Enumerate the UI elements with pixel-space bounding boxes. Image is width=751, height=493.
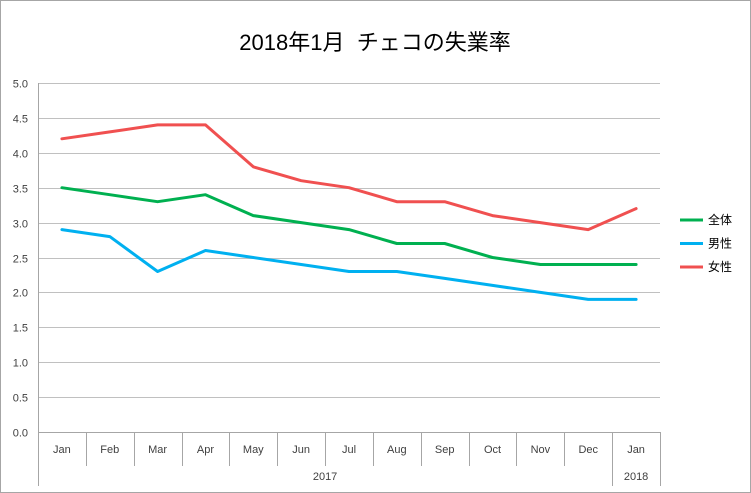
x-tick-label: Jan — [627, 444, 645, 456]
x-tick-label: Jul — [342, 444, 356, 456]
x-tick-label: Nov — [531, 444, 551, 456]
y-tick-label: 3.5 — [13, 184, 28, 196]
group-label: 2018 — [624, 471, 648, 483]
chart-title: 2018年1月 チェコの失業率 — [239, 30, 510, 55]
y-tick-label: 4.0 — [13, 149, 28, 161]
x-tick-label: Aug — [387, 444, 407, 456]
x-tick-label: May — [243, 444, 264, 456]
y-tick-label: 2.0 — [13, 288, 28, 300]
legend-label: 女性 — [708, 259, 732, 274]
x-tick-label: Sep — [435, 444, 455, 456]
y-tick-label: 1.0 — [13, 358, 28, 370]
y-axis-labels: 0.0 0.5 1.0 1.5 2.0 2.5 3.0 3.5 4.0 4.5 5.0 — [13, 79, 28, 440]
legend-label: 男性 — [708, 237, 732, 251]
y-tick-label: 1.5 — [13, 323, 28, 335]
legend-item: 女性 — [680, 259, 732, 274]
x-tick-label: Dec — [578, 444, 598, 456]
y-tick-label: 0.0 — [13, 428, 28, 440]
group-label: 2017 — [313, 471, 337, 483]
series-line-1 — [60, 228, 638, 301]
series — [60, 123, 638, 301]
legend-item: 男性 — [680, 237, 732, 251]
x-tick-label: Jun — [292, 444, 310, 456]
x-tick-label: Jan — [53, 444, 71, 456]
x-tick-label: Feb — [100, 444, 119, 456]
y-tick-label: 4.5 — [13, 114, 28, 126]
x-tick-label: Oct — [484, 444, 501, 456]
series-line-2 — [60, 123, 638, 232]
y-tick-label: 2.5 — [13, 254, 28, 266]
category-axis: Jan Feb Mar Apr May Jun Jul Aug Sep Oct Nov Dec Jan 2… — [38, 83, 661, 486]
y-tick-label: 3.0 — [13, 219, 28, 231]
x-tick-label: Apr — [197, 444, 214, 456]
x-tick-label: Mar — [148, 444, 167, 456]
y-tick-label: 5.0 — [13, 79, 28, 91]
y-tick-label: 0.5 — [13, 393, 28, 405]
legend-item: 全体 — [680, 212, 732, 227]
legend-label: 全体 — [708, 212, 732, 227]
series-line-0 — [60, 186, 638, 266]
